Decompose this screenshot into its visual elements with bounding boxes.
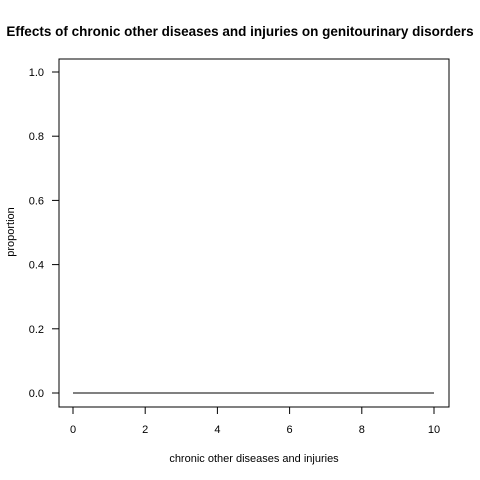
y-tick-label: 0.2 <box>29 324 44 336</box>
y-tick-label: 0.0 <box>29 388 44 400</box>
y-tick-label: 0.4 <box>29 260 44 272</box>
y-tick-label: 1.0 <box>29 67 44 79</box>
y-axis-ticks: 0.0 0.2 0.4 0.6 0.8 1.0 <box>29 67 59 400</box>
y-tick-label: 0.8 <box>29 131 44 143</box>
x-tick-label: 6 <box>287 424 293 436</box>
x-tick-label: 8 <box>359 424 365 436</box>
y-tick-label: 0.6 <box>29 195 44 207</box>
x-tick-label: 4 <box>214 424 220 436</box>
x-tick-label: 2 <box>142 424 148 436</box>
y-axis-title: proportion <box>5 207 17 257</box>
x-tick-label: 0 <box>70 424 76 436</box>
x-axis-title: chronic other diseases and injuries <box>169 453 339 465</box>
plot-frame <box>58 58 450 408</box>
x-axis-ticks: 0 2 4 6 8 10 <box>70 407 440 436</box>
x-tick-label: 10 <box>428 424 440 436</box>
chart-title: Effects of chronic other diseases and in… <box>6 24 473 39</box>
